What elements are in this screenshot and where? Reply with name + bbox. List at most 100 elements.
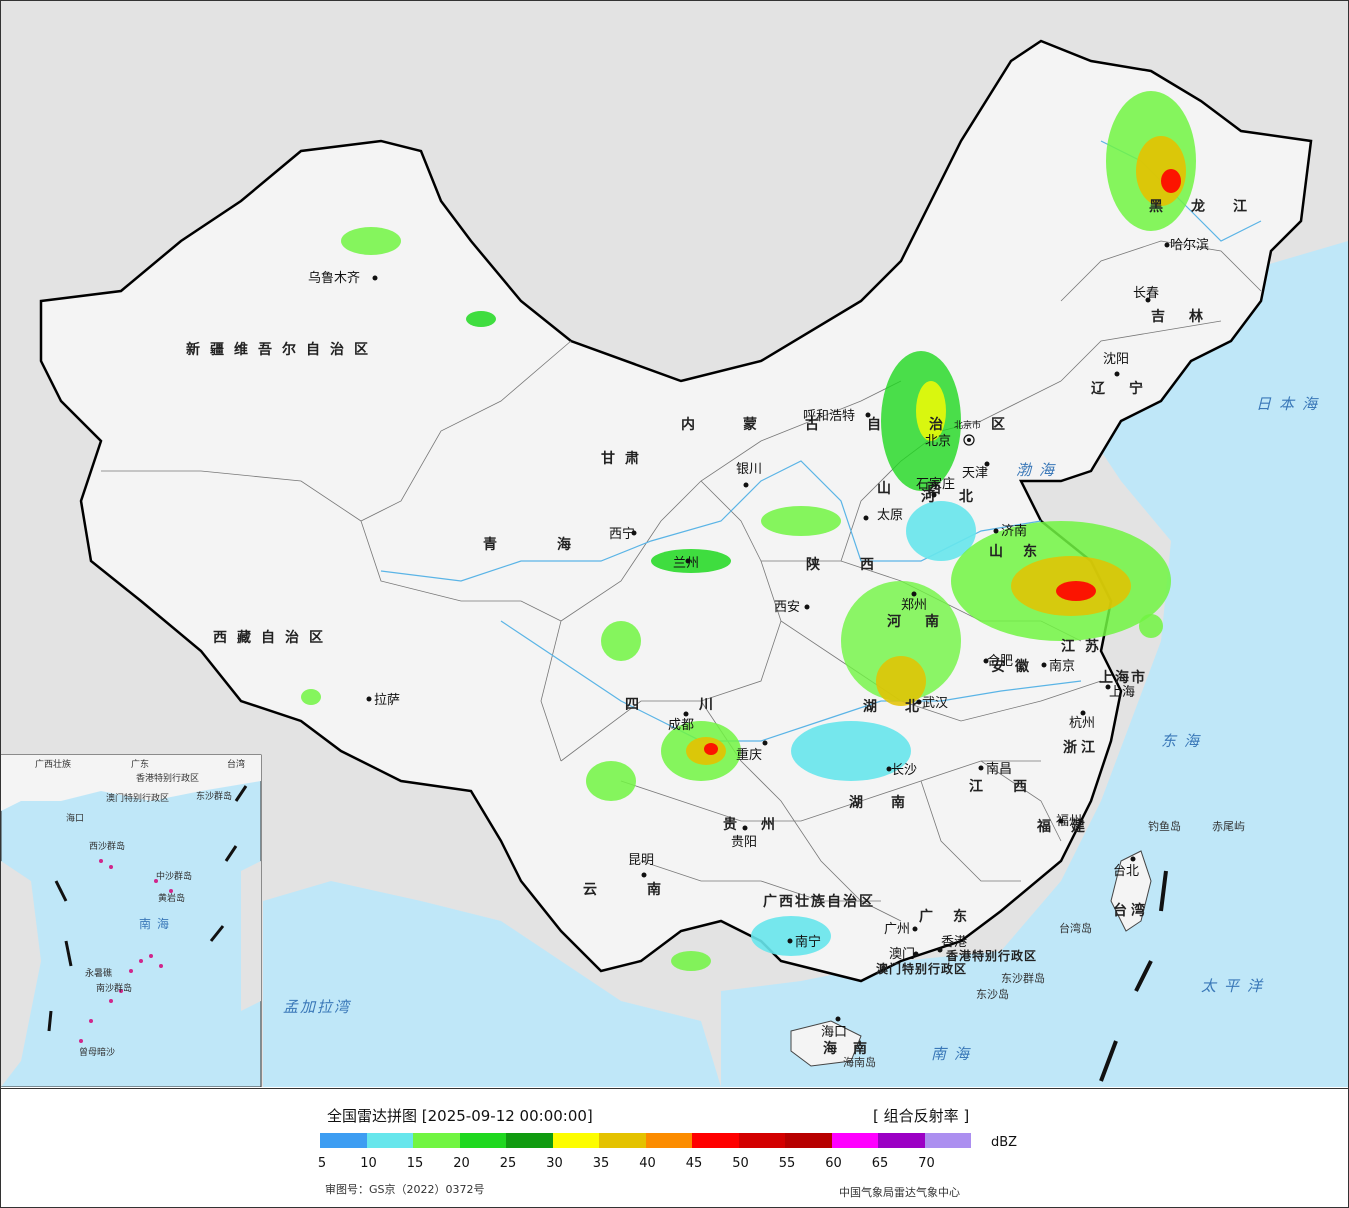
sea-of-japan-area [1241, 261, 1348, 561]
province-label-hebei: 河北 [921, 488, 997, 505]
province-label-hainan: 海南 [823, 1040, 883, 1057]
inset-label-nanhai: 南海 [139, 916, 175, 931]
legend-color-cell [320, 1133, 367, 1148]
legend-title: 全国雷达拼图 [2025-09-12 00:00:00] [327, 1107, 593, 1125]
inset-label-huangyan: 黄岩岛 [158, 892, 185, 904]
legend-tick-label: 55 [778, 1156, 796, 1171]
city-label-hefei: 合肥 [987, 654, 1013, 669]
province-label-shanghai: 上海市 [1099, 669, 1147, 686]
legend-color-cell [738, 1133, 785, 1148]
legend-tick-label: 20 [453, 1156, 470, 1171]
review-number: 审图号：GS京（2022）0372号 [325, 1183, 485, 1196]
island-label-diaoyu: 钓鱼岛 [1148, 819, 1181, 833]
city-label-nanjing: 南京 [1049, 658, 1075, 674]
boundary-dashes [1099, 870, 1168, 1082]
legend-color-cell [506, 1133, 553, 1148]
inset-label-hongkong: 香港特别行政区 [136, 772, 199, 784]
province-label-fujian: 福建 [1036, 818, 1105, 835]
city-label-changsha: 长沙 [891, 763, 917, 778]
city-label-wuhan: 武汉 [922, 696, 948, 711]
legend-color-cell [459, 1133, 506, 1148]
city-label-chengdu: 成都 [668, 718, 694, 733]
legend-tick-label: 60 [825, 1156, 842, 1171]
data-source: 中国气象局雷达气象中心 [839, 1186, 960, 1199]
legend-tick-label: 45 [685, 1156, 703, 1171]
radar-echoes [301, 91, 1196, 971]
taiwan-island [1110, 850, 1152, 932]
province-label-jiangsu: 江苏 [1061, 638, 1109, 655]
province-label-shanxi: 山西 [877, 481, 977, 497]
legend-color-cell [831, 1133, 878, 1148]
legend-tick-label: 10 [360, 1156, 377, 1171]
inset-label-yongshu: 永暑礁 [85, 967, 112, 979]
province-label-hubei: 湖北 [863, 699, 947, 715]
province-label-anhui: 安徽 [991, 658, 1039, 675]
island-label-hainan-dao: 海南岛 [843, 1055, 876, 1069]
legend-color-cell [413, 1133, 460, 1148]
province-label-yunnan: 云南 [583, 881, 711, 898]
legend-tick-label: 40 [639, 1156, 656, 1171]
inset-label-dongsha: 东沙群岛 [196, 790, 232, 802]
city-label-urumqi: 乌鲁木齐 [308, 270, 360, 286]
legend-tick-label: 70 [918, 1156, 935, 1171]
map-area: 日本海 渤海 东海 南海 太平洋 孟加拉湾 新疆维吾尔自治区 西藏自治区 青海 … [1, 1, 1348, 1087]
legend-tick-label: 50 [732, 1156, 749, 1171]
city-label-nanchang: 南昌 [986, 761, 1012, 777]
island-label-chiwei: 赤尾屿 [1212, 820, 1245, 833]
province-label-xinjiang: 新疆维吾尔自治区 [186, 341, 378, 358]
city-label-xian: 西安 [774, 600, 800, 615]
city-label-chongqing: 重庆 [736, 747, 762, 763]
legend-color-cell [692, 1133, 739, 1148]
city-label-harbin: 哈尔滨 [1170, 237, 1209, 253]
province-label-sichuan: 四川 [625, 697, 773, 713]
south-china-sea-inset [1, 754, 262, 1087]
legend-color-cell [645, 1133, 692, 1148]
legend-color-cell [366, 1133, 413, 1148]
inset-label-nansha: 南沙群岛 [96, 982, 132, 994]
city-label-taipei: 台北 [1113, 864, 1139, 879]
city-label-yinchuan: 银川 [736, 462, 762, 477]
island-label-dongsha: 东沙群岛 [1001, 971, 1045, 985]
city-label-hangzhou: 杭州 [1069, 716, 1095, 731]
city-label-shanghai: 上海 [1109, 685, 1135, 700]
inset-label-zengmu: 曾母暗沙 [79, 1046, 115, 1058]
city-label-beijing-municipality: 北京市 [954, 419, 981, 431]
sea-label-nanhai: 南海 [931, 1045, 977, 1063]
legend-color-cell [552, 1133, 599, 1148]
city-label-shijiazhuang: 石家庄 [916, 476, 955, 492]
province-label-xizang: 西藏自治区 [213, 629, 333, 646]
province-label-liaoning: 辽宁 [1091, 380, 1167, 397]
legend-color-bar [320, 1133, 971, 1148]
province-label-guangxi: 广西壮族自治区 [763, 893, 875, 910]
province-label-henan: 河南 [887, 613, 963, 630]
city-label-lhasa: 拉萨 [374, 693, 400, 708]
province-label-hunan: 湖南 [849, 794, 933, 811]
city-label-nanning: 南宁 [795, 934, 821, 950]
province-label-zhejiang: 浙江 [1063, 739, 1099, 756]
province-label-qinghai: 青海 [483, 536, 631, 553]
city-label-tianjin: 天津 [962, 466, 988, 481]
legend-product: [ 组合反射率 ] [873, 1107, 970, 1125]
sea-label-donghai: 东海 [1161, 732, 1207, 750]
inset-label-macau: 澳门特别行政区 [106, 792, 169, 804]
province-label-taiwan: 台湾 [1113, 902, 1149, 919]
inset-label-haikou: 海口 [66, 812, 84, 824]
city-label-hohhot: 呼和浩特 [803, 409, 855, 424]
province-label-heilongjiang: 黑龙江 [1149, 198, 1275, 215]
province-label-shaanxi: 陕西 [806, 556, 914, 573]
legend-color-cell [924, 1133, 971, 1148]
city-label-xining: 西宁 [609, 526, 635, 542]
legend-tick-label: 15 [406, 1156, 424, 1171]
city-label-hongkong: 香港 [941, 935, 967, 950]
east-sea-area [721, 241, 1348, 1087]
province-label-guangdong: 广东 [919, 908, 987, 925]
island-label-taiwan-dao: 台湾岛 [1059, 921, 1092, 935]
province-label-hongkong: 香港特别行政区 [945, 948, 1037, 963]
province-label-guizhou: 贵州 [723, 816, 799, 833]
city-label-zhengzhou: 郑州 [901, 598, 927, 613]
city-label-guiyang: 贵阳 [731, 835, 757, 850]
province-label-neimenggu: 内蒙古自治区 [681, 416, 1053, 433]
inset-label-zhongsha: 中沙群岛 [156, 870, 192, 882]
inset-labels: 广西壮族 广东 台湾 香港特别行政区 澳门特别行政区 东沙群岛 海口 西沙群岛 … [35, 758, 245, 1058]
